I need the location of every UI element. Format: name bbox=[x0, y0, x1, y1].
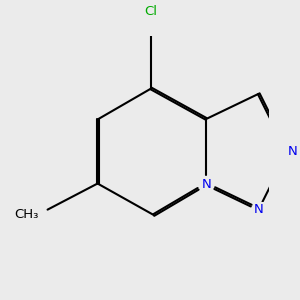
Text: N: N bbox=[201, 178, 211, 190]
Text: N: N bbox=[288, 145, 297, 158]
Text: Cl: Cl bbox=[145, 4, 158, 18]
Text: CH₃: CH₃ bbox=[14, 208, 38, 221]
Text: N: N bbox=[254, 203, 264, 216]
